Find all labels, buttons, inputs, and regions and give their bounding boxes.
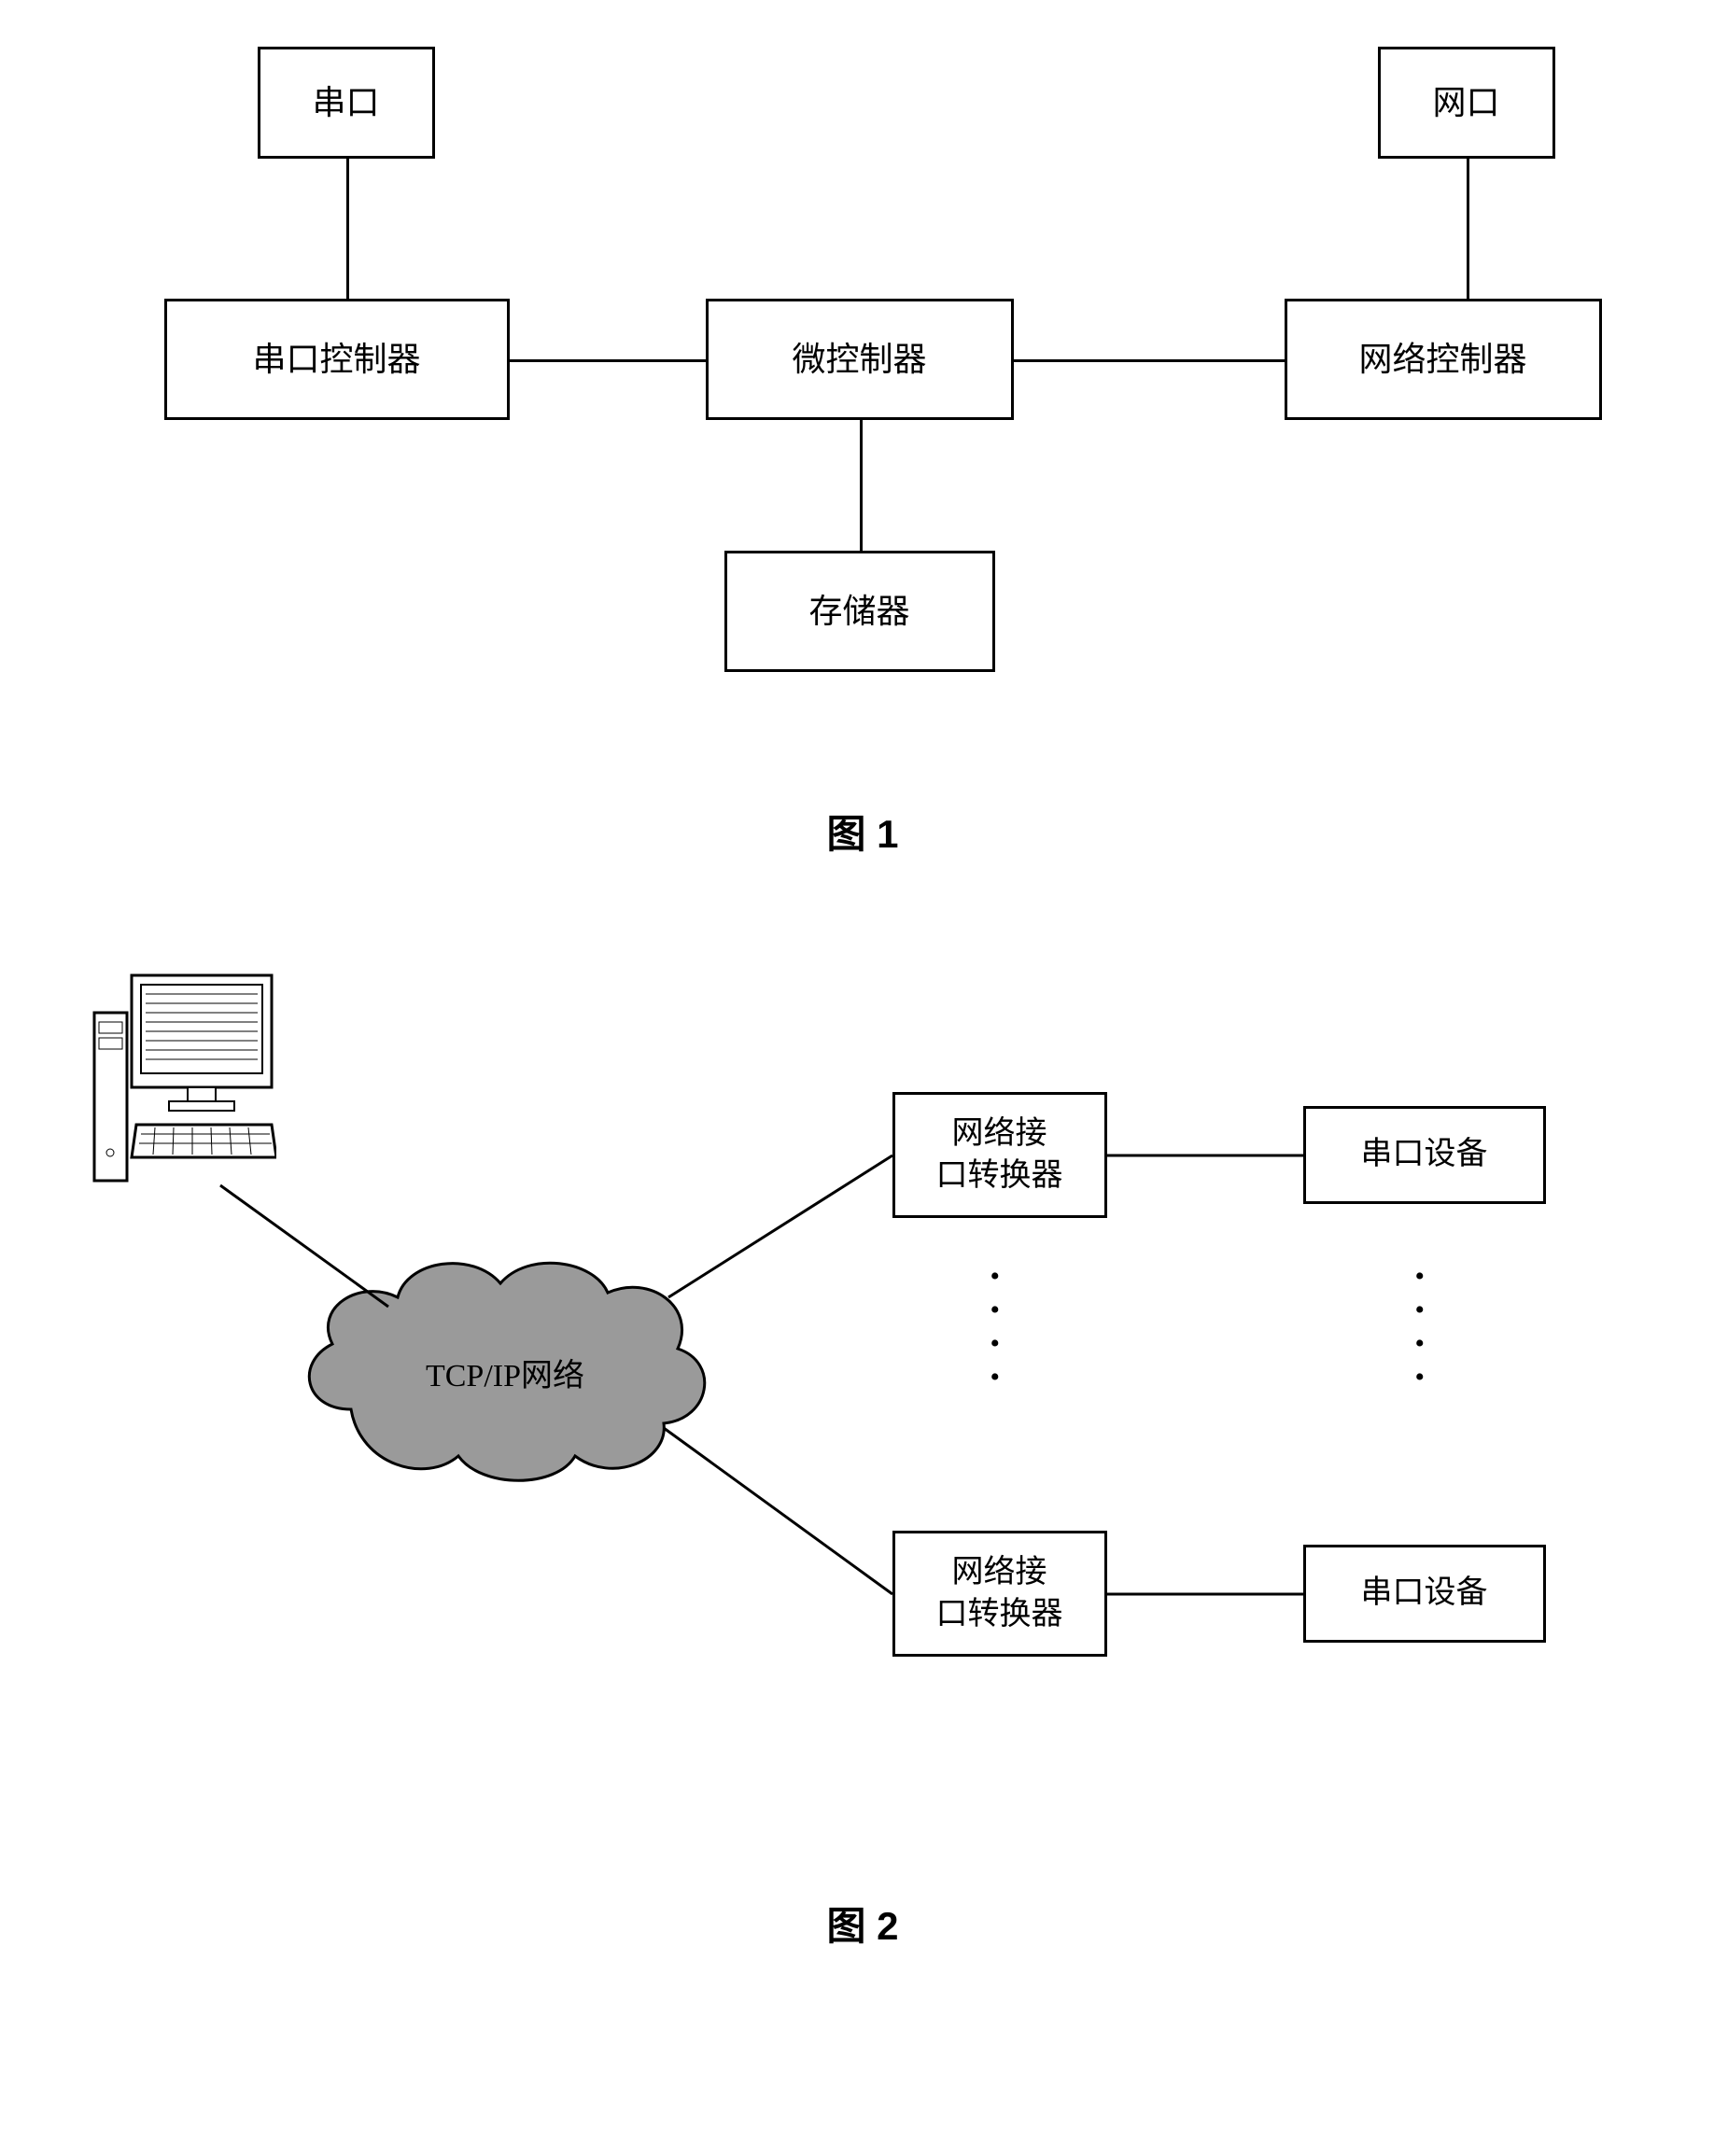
node-label: 串口设备 (1361, 1134, 1488, 1175)
edge (1467, 159, 1469, 299)
node-serial-device-2: 串口设备 (1303, 1545, 1546, 1643)
node-label: 串口设备 (1361, 1573, 1488, 1614)
node-label: 串口 (312, 81, 379, 125)
edge (860, 420, 863, 551)
node-serial-controller: 串口控制器 (164, 299, 510, 420)
node-converter-1: 网络接 口转换器 (892, 1092, 1107, 1218)
figure-1: 串口 串口控制器 微控制器 存储器 网络控制器 网口 图 1 (71, 37, 1658, 877)
node-label: 网络接 口转换器 (936, 1552, 1063, 1634)
edge (346, 159, 349, 299)
edge (1014, 359, 1285, 362)
node-serial-device-1: 串口设备 (1303, 1106, 1546, 1204)
node-label: 存储器 (808, 590, 909, 634)
computer-icon (90, 971, 276, 1185)
figure-2: TCP/IP网络 网络接 口转换器 网络接 口转换器 串口设备 串口设备 •••… (71, 952, 1658, 1979)
node-label: 网口 (1432, 81, 1499, 125)
node-label: 串口控制器 (252, 338, 420, 382)
node-net-controller: 网络控制器 (1285, 299, 1602, 420)
node-label: 网络控制器 (1358, 338, 1526, 382)
figure-caption: 图 2 (827, 1895, 899, 1952)
node-net-port: 网口 (1378, 47, 1555, 159)
cloud-icon: TCP/IP网络 (286, 1241, 724, 1493)
node-serial-port: 串口 (258, 47, 435, 159)
node-label: 网络接 口转换器 (936, 1113, 1063, 1196)
node-converter-2: 网络接 口转换器 (892, 1531, 1107, 1657)
edge (510, 359, 706, 362)
figure-caption: 图 1 (827, 803, 899, 860)
node-memory: 存储器 (724, 551, 995, 672)
node-label: 微控制器 (792, 338, 926, 382)
ellipsis-dots: •••• (1415, 1260, 1426, 1394)
ellipsis-dots: •••• (990, 1260, 1001, 1394)
node-microcontroller: 微控制器 (706, 299, 1014, 420)
cloud-label: TCP/IP网络 (425, 1358, 583, 1393)
